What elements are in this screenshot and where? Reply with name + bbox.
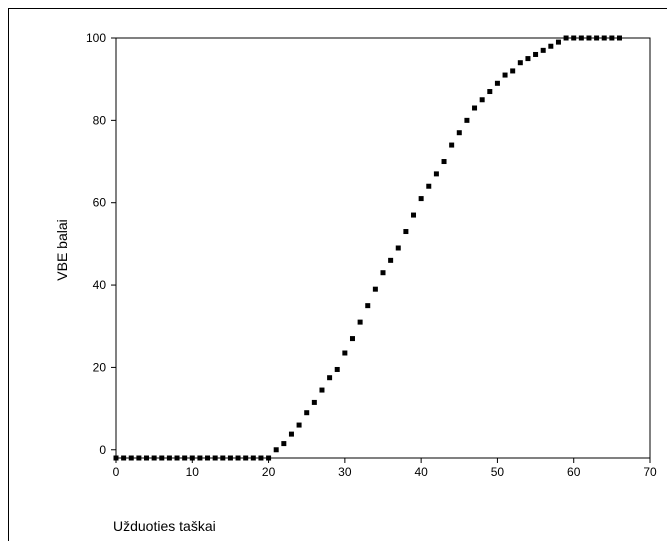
x-axis-label: Užduoties taškai — [113, 518, 216, 534]
data-point — [327, 375, 333, 381]
data-point — [601, 35, 607, 41]
data-point — [151, 455, 157, 461]
data-point — [319, 387, 325, 393]
y-tick-label: 0 — [99, 443, 106, 457]
data-point — [113, 455, 119, 461]
data-point — [281, 441, 287, 447]
data-point — [273, 447, 279, 453]
x-tick-label: 70 — [643, 465, 657, 479]
data-point — [433, 171, 439, 177]
data-point — [441, 159, 447, 165]
scatter-chart: 0 10 20 30 40 50 60 70 0 20 40 60 80 100 Užduoties ta… — [54, 31, 657, 534]
x-tick-label: 10 — [186, 465, 200, 479]
data-point — [388, 257, 394, 263]
axes — [111, 37, 651, 463]
data-point — [349, 336, 355, 342]
data-point — [395, 245, 401, 251]
data-point — [609, 35, 615, 41]
y-axis-label: VBE balai — [54, 219, 70, 280]
x-tick-label: 50 — [491, 465, 505, 479]
data-point — [311, 399, 317, 405]
data-point — [205, 455, 211, 461]
data-point — [426, 183, 432, 189]
data-point — [487, 89, 493, 95]
data-point — [128, 455, 134, 461]
data-point — [525, 56, 531, 62]
tick-labels: 0 10 20 30 40 50 60 70 0 20 40 60 80 100 — [86, 31, 657, 479]
data-point — [189, 455, 195, 461]
data-point — [563, 35, 569, 41]
data-point — [479, 97, 485, 103]
data-point — [144, 455, 150, 461]
data-point — [121, 455, 127, 461]
x-tick-label: 60 — [567, 465, 581, 479]
data-point — [494, 80, 500, 86]
data-point — [296, 422, 302, 428]
data-point — [372, 286, 378, 292]
data-point — [616, 35, 622, 41]
plot-area — [115, 37, 651, 459]
data-points — [113, 35, 622, 461]
data-point — [594, 35, 600, 41]
data-point — [411, 212, 417, 218]
data-point — [334, 366, 340, 372]
y-tick-label: 80 — [93, 113, 107, 127]
data-point — [159, 455, 165, 461]
data-point — [212, 455, 218, 461]
x-tick-label: 20 — [262, 465, 276, 479]
data-point — [586, 35, 592, 41]
data-point — [166, 455, 172, 461]
data-point — [403, 229, 409, 235]
data-point — [380, 270, 386, 276]
data-point — [235, 455, 241, 461]
plot-border — [115, 37, 651, 459]
chart-frame: 0 10 20 30 40 50 60 70 0 20 40 60 80 100 Užduoties ta… — [8, 8, 667, 541]
data-point — [266, 455, 272, 461]
data-point — [227, 455, 233, 461]
data-point — [288, 431, 294, 437]
data-point — [197, 455, 203, 461]
data-point — [357, 319, 363, 325]
data-point — [510, 68, 516, 74]
data-point — [220, 455, 226, 461]
data-point — [502, 72, 508, 78]
data-point — [304, 410, 310, 416]
data-point — [342, 350, 348, 356]
y-tick-label: 100 — [86, 31, 106, 45]
data-point — [449, 142, 455, 148]
data-point — [555, 39, 561, 45]
data-point — [182, 455, 188, 461]
y-tick-label: 60 — [93, 196, 107, 210]
data-point — [456, 130, 462, 136]
data-point — [258, 455, 264, 461]
data-point — [418, 196, 424, 202]
data-point — [517, 60, 523, 66]
data-point — [174, 455, 180, 461]
data-point — [365, 303, 371, 309]
data-point — [464, 117, 470, 123]
data-point — [243, 455, 249, 461]
x-tick-label: 0 — [113, 465, 120, 479]
x-tick-label: 30 — [338, 465, 352, 479]
y-tick-label: 40 — [93, 278, 107, 292]
data-point — [540, 47, 546, 53]
data-point — [472, 105, 478, 111]
y-tick-label: 20 — [93, 360, 107, 374]
data-point — [136, 455, 142, 461]
data-point — [578, 35, 584, 41]
data-point — [571, 35, 577, 41]
data-point — [548, 43, 554, 49]
data-point — [533, 51, 539, 57]
data-point — [250, 455, 256, 461]
x-tick-label: 40 — [414, 465, 428, 479]
